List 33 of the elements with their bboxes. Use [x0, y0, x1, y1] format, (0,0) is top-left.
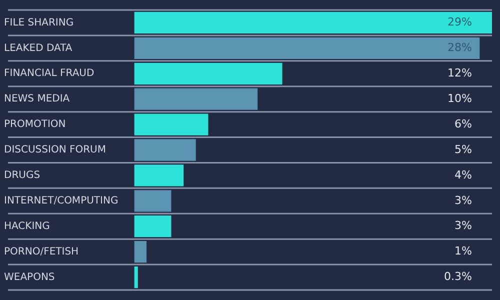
y-tick-label: PROMOTION [4, 119, 66, 130]
y-tick-label: DRUGS [4, 170, 40, 182]
y-tick-label: FINANCIAL FRAUD [4, 68, 94, 80]
data-label: 6% [454, 117, 472, 130]
y-tick-label: WEAPONS [4, 272, 55, 283]
y-tick-label: LEAKED DATA [4, 42, 72, 54]
data-label: 29% [448, 16, 472, 29]
data-label: 28% [448, 41, 472, 54]
data-label: 4% [454, 168, 472, 182]
data-label: 0.3% [444, 270, 472, 284]
data-label: 5% [454, 142, 472, 156]
bar [134, 88, 258, 110]
bar [134, 190, 172, 212]
bar [134, 241, 147, 263]
bar [134, 216, 172, 238]
bar [134, 164, 184, 186]
y-tick-label: DISCUSSION FORUM [4, 144, 106, 156]
bar [134, 139, 196, 161]
bar [134, 12, 492, 34]
data-label: 3% [454, 219, 472, 232]
y-tick-label: FILE SHARING [4, 17, 74, 28]
bar [134, 114, 208, 136]
y-tick-label: PORNO/FETISH [4, 246, 79, 258]
y-tick-label: HACKING [4, 220, 50, 232]
y-tick-label: NEWS MEDIA [4, 94, 70, 105]
bar [134, 37, 480, 59]
data-label: 3% [454, 194, 472, 207]
data-label: 12% [448, 66, 472, 80]
data-label: 1% [454, 244, 472, 258]
data-label: 10% [448, 92, 472, 105]
bar [134, 266, 138, 288]
y-tick-label: INTERNET/COMPUTING [4, 196, 118, 207]
bar [134, 62, 282, 84]
